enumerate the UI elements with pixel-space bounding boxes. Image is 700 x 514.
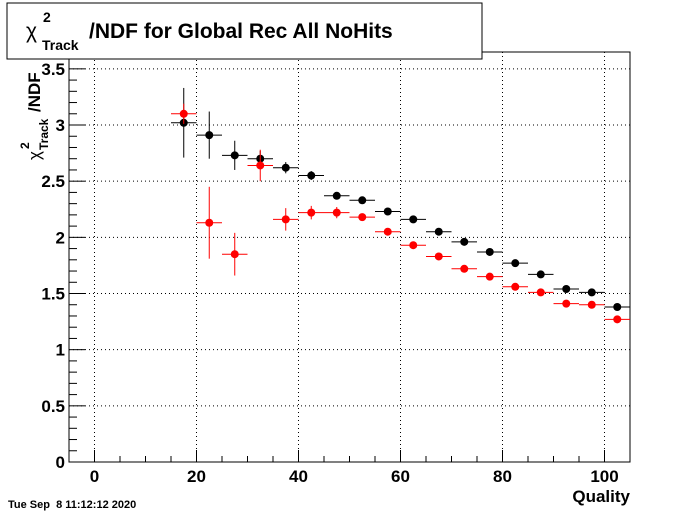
title-sub: Track [42,37,79,53]
grid [69,52,630,462]
x-tick-label-4: 80 [493,467,512,486]
data-point [613,302,622,311]
data-point [281,163,290,172]
data-point [613,315,622,324]
series-1 [171,103,630,324]
y-axis-title: χ 2 Track/NDF [18,72,51,160]
y-tick-label-2: 1 [56,341,65,360]
y-tick-label-5: 2.5 [41,172,65,191]
data-point [562,299,571,308]
ylabel-chi: χ [25,151,44,160]
y-tick-labels: 0 0.5 1 1.5 2 2.5 3 3.5 [41,60,65,472]
x-tick-label-0: 0 [90,467,99,486]
data-point [205,218,214,227]
data-point [307,208,316,217]
data-point [485,247,494,256]
data-point [332,191,341,200]
data-point [434,227,443,236]
data-point [307,171,316,180]
data-point [230,151,239,160]
series-0 [171,87,630,311]
y-tick-label-3: 1.5 [41,285,65,304]
y-tick-label-6: 3 [56,116,65,135]
data-point [587,288,596,297]
title-box [6,2,483,60]
data-point [409,215,418,224]
ylabel-sub: Track [37,118,51,150]
title-sup: 2 [43,9,51,25]
data-point [230,250,239,259]
title-chi: χ [26,20,37,43]
data-point [536,270,545,279]
data-point [434,252,443,261]
data-point [281,215,290,224]
x-tick-label-3: 60 [391,467,410,486]
data-point [409,241,418,250]
data-point [179,109,188,118]
data-point [511,282,520,291]
data-marks [171,87,630,324]
data-point [460,264,469,273]
x-tick-labels: 0 20 40 60 80 100 [90,467,619,486]
x-axis-title: Quality [572,487,630,506]
data-point [205,131,214,140]
data-point [587,300,596,309]
chart-title: χ2 Track/NDF for Global Rec All NoHits [26,9,393,53]
y-tick-label-7: 3.5 [41,60,65,79]
ylabel-sup: 2 [18,142,32,149]
data-point [358,213,367,222]
data-point [383,227,392,236]
data-point [383,207,392,216]
data-point [485,272,494,281]
data-point [332,208,341,217]
data-point [562,285,571,294]
data-point [536,288,545,297]
x-tick-label-5: 100 [590,467,618,486]
y-tick-label-0: 0 [56,453,65,472]
data-point [358,196,367,205]
y-tick-label-1: 0.5 [41,397,65,416]
timestamp: Tue Sep 8 11:12:12 2020 [8,499,136,511]
data-point [511,259,520,268]
data-point [460,237,469,246]
data-point [256,161,265,170]
x-tick-label-2: 40 [289,467,308,486]
x-tick-label-1: 20 [187,467,206,486]
ylabel-text: /NDF [25,72,44,112]
plot-frame [68,51,631,463]
y-tick-label-4: 2 [56,228,65,247]
title-text: /NDF for Global Rec All NoHits [89,20,393,43]
axis-ticks [68,45,631,463]
